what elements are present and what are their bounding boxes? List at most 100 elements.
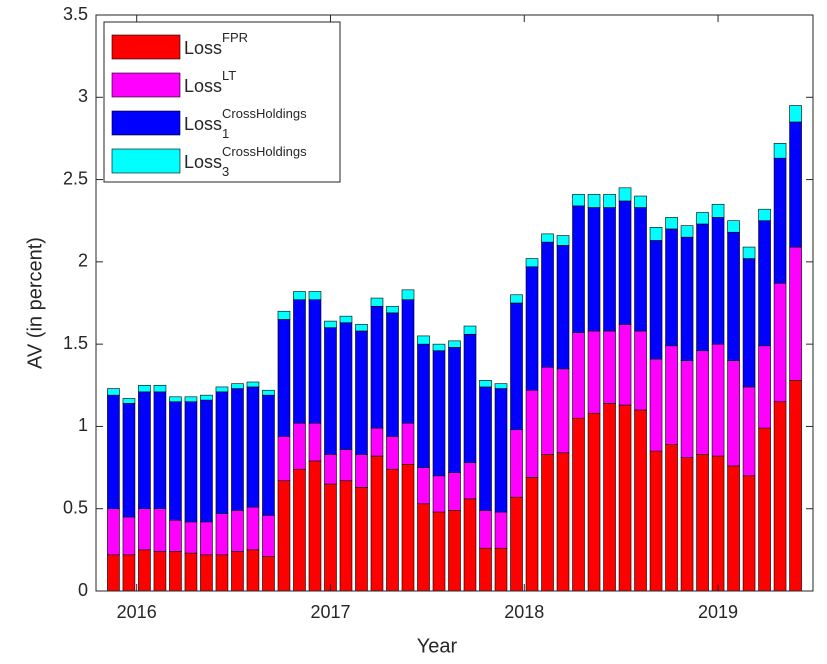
bar-segment (448, 510, 461, 592)
bar-segment (432, 343, 446, 352)
bar-segment (169, 396, 182, 403)
bar-segment (618, 187, 632, 202)
bar-segment (215, 554, 229, 592)
bar-segment (308, 291, 322, 301)
x-tick-label: 2016 (117, 602, 157, 622)
bar-segment (184, 552, 198, 592)
bar-segment (727, 360, 740, 467)
y-tick-label: 1 (78, 415, 88, 435)
bar-segment (122, 516, 136, 556)
bar-segment (262, 394, 275, 516)
bar-segment (107, 388, 120, 396)
bar-segment (262, 556, 275, 592)
bar-segment (231, 388, 244, 511)
bar-segment (680, 360, 694, 458)
bar-segment (479, 547, 492, 592)
bar-segment (231, 383, 244, 389)
bar-segment (758, 208, 771, 222)
bar-segment (417, 467, 430, 505)
bar-segment (541, 241, 554, 368)
axes-box (95, 14, 814, 592)
bar-segment (138, 549, 151, 592)
bar-segment (324, 483, 337, 592)
bar-segment (355, 487, 368, 592)
bar-segment (711, 455, 725, 592)
bar-segment (432, 475, 446, 513)
bar-segment (293, 291, 306, 301)
bar-segment (649, 450, 663, 592)
legend-label: LossCrossHoldings 1 (184, 106, 307, 141)
bar-segment (696, 350, 709, 455)
bar-segment (742, 386, 756, 477)
bar-segment (680, 457, 694, 592)
bar-segment (541, 366, 554, 455)
bar-segment (711, 203, 725, 218)
bar-segment (355, 330, 368, 455)
bar-segment (122, 403, 136, 518)
bar-segment (231, 510, 244, 552)
bar-segment (634, 195, 647, 208)
bar-segment (649, 240, 663, 360)
bar-segment (370, 305, 384, 429)
bar-segment (153, 508, 167, 552)
bar-segment (634, 409, 647, 592)
bar-segment (246, 381, 260, 388)
bar-segment (649, 226, 663, 241)
bar-segment (448, 472, 461, 511)
bar-segment (758, 220, 771, 347)
y-tick-label: 0.5 (63, 497, 88, 517)
bar-segment (572, 417, 585, 592)
bar-segment (293, 422, 306, 470)
bar-segment (308, 460, 322, 592)
bar-segment (541, 233, 554, 243)
bar-segment (773, 143, 787, 159)
bar-segment (386, 305, 399, 314)
bar-segment (510, 302, 523, 431)
bar-segment (510, 429, 523, 498)
bar-segment (587, 207, 601, 332)
legend-superscript: LT (222, 68, 236, 83)
bar-segment (401, 422, 415, 465)
bar-segment (432, 350, 446, 477)
bar-segment (370, 455, 384, 592)
bar-segment (494, 383, 508, 389)
bar-segment (448, 347, 461, 473)
bar-segment (696, 212, 709, 225)
bar-segment (293, 468, 306, 592)
bar-segment (463, 325, 477, 335)
bar-segment (246, 506, 260, 551)
bar-segment (417, 343, 430, 468)
legend-label: LossFPR (184, 30, 248, 57)
bar-segment (727, 220, 740, 233)
bar-segment (773, 401, 787, 592)
bar-segment (463, 462, 477, 500)
bar-segment (122, 554, 136, 592)
bar-segment (246, 386, 260, 508)
legend-name: Loss (184, 76, 222, 96)
y-axis-label: AV (in percent) (24, 237, 46, 369)
bar-segment (680, 236, 694, 361)
x-tick-label: 2017 (310, 602, 350, 622)
bar-segment (665, 345, 678, 445)
bar-segment (727, 465, 740, 592)
bar-segment (138, 508, 151, 551)
bar-segment (153, 384, 167, 393)
bar-segment (665, 444, 678, 592)
bar-segment (727, 231, 740, 361)
bar-segment (634, 207, 647, 332)
bar-segment (556, 452, 570, 592)
bar-segment (448, 340, 461, 348)
x-tick-label: 2019 (698, 602, 738, 622)
bar-segment (494, 388, 508, 513)
bar-segment (386, 436, 399, 470)
legend-name: Loss (184, 114, 222, 134)
bar-segment (742, 475, 756, 592)
bar-segment (634, 330, 647, 411)
legend-label: LossLT (184, 68, 236, 95)
legend-subscript: 1 (222, 126, 229, 141)
y-tick-label: 3 (78, 86, 88, 106)
bar-segment (277, 436, 291, 482)
legend-superscript: FPR (222, 30, 248, 45)
bar-segment (231, 551, 244, 592)
